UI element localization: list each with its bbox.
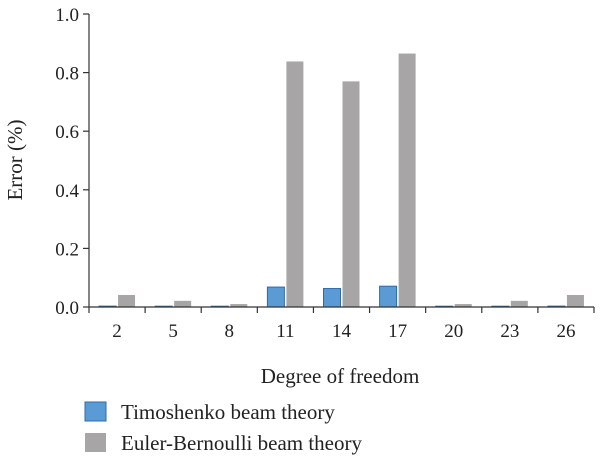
bar-euler-bernoulli-2 — [118, 294, 136, 307]
x-axis-title: Degree of freedom — [261, 364, 420, 388]
bar-euler-bernoulli-26 — [566, 294, 584, 307]
y-tick-label: 1.0 — [55, 5, 79, 26]
bar-timoshenko-17 — [379, 285, 398, 308]
y-tick-label: 0.0 — [55, 298, 79, 319]
bars-group — [98, 53, 584, 308]
x-tick-label: 23 — [500, 321, 519, 342]
y-tick-label: 0.4 — [55, 181, 79, 202]
bar-euler-bernoulli-20 — [454, 304, 472, 307]
x-tick-label: 14 — [332, 321, 352, 342]
bar-euler-bernoulli-23 — [510, 300, 528, 307]
legend-item-timoshenko: Timoshenko beam theory — [84, 400, 335, 424]
legend-label-timoshenko: Timoshenko beam theory — [121, 400, 335, 424]
bar-euler-bernoulli-5 — [174, 300, 192, 307]
x-axis-ticks: 2 5 8 11 14 17 20 23 26 — [88, 307, 595, 342]
x-tick-label: 26 — [556, 321, 575, 342]
x-tick-label: 8 — [225, 321, 235, 342]
y-axis-title: Error (%) — [3, 119, 27, 200]
bar-euler-bernoulli-8 — [230, 304, 248, 307]
bar-euler-bernoulli-14 — [342, 81, 360, 307]
bar-euler-bernoulli-11 — [286, 61, 304, 307]
y-tick-label: 0.6 — [55, 122, 79, 143]
bar-timoshenko-14 — [323, 288, 341, 308]
legend-swatch-euler-bernoulli — [85, 433, 106, 452]
x-tick-label: 5 — [168, 321, 178, 342]
legend-item-euler-bernoulli: Euler-Bernoulli beam theory — [85, 431, 362, 455]
legend-swatch-timoshenko — [84, 401, 107, 422]
x-tick-label: 11 — [276, 321, 294, 342]
y-tick-label: 0.8 — [55, 64, 79, 85]
bar-euler-bernoulli-17 — [398, 53, 416, 308]
x-tick-label: 17 — [388, 321, 407, 342]
legend: Timoshenko beam theory Euler-Bernoulli b… — [84, 400, 362, 455]
bar-timoshenko-11 — [266, 286, 285, 308]
y-tick-label: 0.2 — [55, 239, 79, 260]
x-tick-label: 2 — [112, 321, 122, 342]
y-axis-ticks: 0.0 0.2 0.4 0.6 0.8 1.0 — [55, 5, 89, 319]
x-tick-label: 20 — [444, 321, 463, 342]
legend-label-euler-bernoulli: Euler-Bernoulli beam theory — [121, 431, 362, 455]
